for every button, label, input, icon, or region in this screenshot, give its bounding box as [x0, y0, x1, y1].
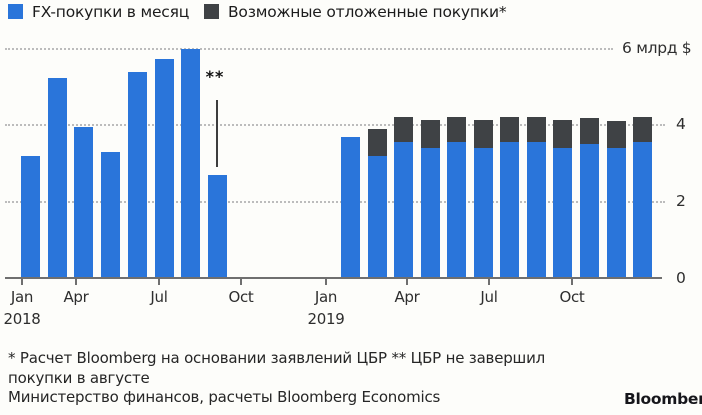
bar-fx-2019-Mar	[367, 155, 387, 277]
bar-deferred-2019-Aug	[500, 116, 520, 143]
bar-fx-2019-Jul	[473, 148, 493, 277]
bar-fx-2019-May	[420, 148, 440, 277]
legend-label-fx-purchases: FX-покупки в месяц	[32, 2, 190, 21]
bar-fx-2018-Jan	[21, 155, 40, 277]
x-label-Jul: Jul	[150, 288, 168, 306]
footnote-line-2: покупки в августе	[8, 368, 150, 387]
x-tick-Jan2018	[21, 278, 23, 285]
bloomberg-logo: Bloomberg	[624, 390, 702, 408]
legend-item-deferred-purchases: Возможные отложенные покупки*	[204, 2, 507, 21]
bar-fx-2019-Feb	[341, 136, 360, 277]
footnote-line-1: * Расчет Bloomberg на основании заявлени…	[8, 349, 546, 367]
bar-fx-2019-Nov	[579, 144, 599, 277]
bar-deferred-2019-Apr	[394, 116, 414, 143]
bar-fx-2018-Jul	[181, 48, 201, 277]
x-axis-line	[5, 277, 662, 279]
plot-area: 2 4 6 млрд $ 0 Jan 2018 Apr Jul Oct Jan 2019 Apr Jul…	[3, 38, 692, 328]
y-axis-label-2: 2	[676, 191, 686, 210]
legend-swatch-deferred-purchases	[204, 4, 219, 19]
y-axis-top-label: 6 млрд $	[622, 38, 692, 57]
bar-fx-2019-Dec	[606, 148, 626, 277]
annotation-pointer-line	[216, 100, 218, 167]
bar-deferred-2019-Mar	[367, 129, 387, 156]
x-tick-Oct	[240, 278, 242, 285]
x-label-Apr: Apr	[394, 288, 420, 306]
bar-fx-2018-Aug	[207, 174, 227, 277]
bar-fx-2018-Apr	[101, 152, 121, 277]
gridline-2	[5, 200, 665, 203]
bar-deferred-2019-Dec	[606, 120, 626, 149]
x-tick-Jul	[158, 278, 160, 285]
x-label-Jan2018: Jan	[10, 288, 34, 306]
gridline-4	[5, 124, 665, 127]
bar-fx-2019-Aug	[500, 142, 520, 277]
bar-fx-2019-Apr	[394, 142, 414, 277]
footnote-block: * Расчет Bloomberg на основании заявлени…	[8, 349, 545, 408]
x-tick-Oct	[571, 278, 573, 285]
bar-deferred-2019-Nov	[579, 117, 599, 145]
x-label-Oct: Oct	[228, 288, 254, 306]
bar-deferred-2019-Jul	[473, 119, 493, 149]
bar-fx-2019-Jun	[447, 142, 467, 277]
august-incomplete-annotation: **	[205, 67, 225, 86]
y-axis-label-0: 0	[676, 269, 686, 287]
bar-fx-2018-May	[127, 71, 147, 277]
bar-deferred-2019-Sep	[526, 116, 546, 143]
x-tick-Apr	[75, 278, 77, 285]
bar-fx-2019-Oct	[553, 148, 573, 277]
x-label-Apr: Apr	[63, 288, 89, 306]
bar-fx-2018-Mar	[74, 127, 94, 277]
x-label-Jan2019: Jan	[314, 288, 338, 306]
x-label-Jul: Jul	[480, 288, 498, 306]
bar-deferred-2019-Jun	[447, 116, 467, 143]
bar-deferred-2019-Oct	[553, 120, 573, 149]
bar-deferred-2019-Jan	[633, 116, 653, 143]
x-tick-Jul	[488, 278, 490, 285]
x-sublabel-2018: 2018	[3, 310, 41, 328]
x-sublabel-2019: 2019	[307, 310, 345, 328]
legend-swatch-fx-purchases	[8, 4, 23, 19]
bar-fx-2019-Jan	[633, 142, 653, 277]
bar-fx-2019-Sep	[526, 142, 546, 277]
x-label-Oct: Oct	[559, 288, 585, 306]
x-tick-Apr	[406, 278, 408, 285]
bar-fx-2018-Feb	[47, 77, 67, 277]
legend-item-fx-purchases: FX-покупки в месяц	[8, 2, 190, 21]
gridline-6	[5, 47, 613, 50]
bar-deferred-2019-May	[420, 120, 440, 149]
footnote-source-line: Министерство финансов, расчеты Bloomberg…	[8, 388, 441, 406]
x-tick-Jan2019	[325, 278, 327, 285]
legend-label-deferred-purchases: Возможные отложенные покупки*	[228, 2, 507, 21]
y-axis-label-4: 4	[676, 115, 686, 134]
bar-fx-2018-Jun	[154, 58, 174, 277]
